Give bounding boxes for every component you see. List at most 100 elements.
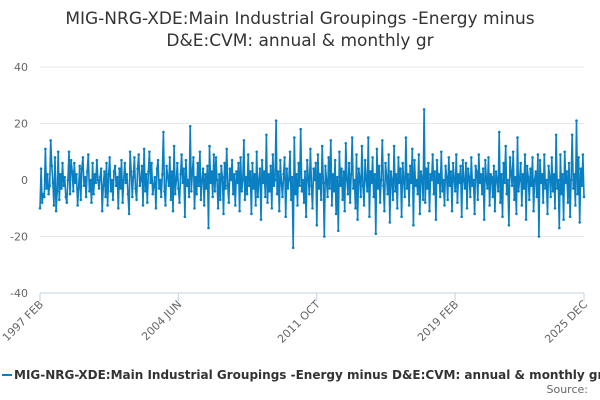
data-point xyxy=(333,158,337,162)
data-point xyxy=(450,209,454,213)
data-point xyxy=(381,139,384,142)
data-point xyxy=(364,178,368,182)
data-point xyxy=(515,212,518,216)
data-point xyxy=(137,153,140,156)
data-point xyxy=(100,209,104,213)
data-point xyxy=(420,175,424,179)
data-point xyxy=(459,164,462,168)
data-point xyxy=(175,178,178,182)
data-point xyxy=(533,178,536,182)
data-point xyxy=(331,173,335,176)
data-point xyxy=(474,164,477,168)
data-point xyxy=(460,215,464,218)
data-point xyxy=(246,153,250,156)
data-point xyxy=(270,207,274,210)
data-point xyxy=(334,212,338,216)
data-point xyxy=(544,187,547,190)
data-point xyxy=(372,195,376,199)
data-point xyxy=(93,173,96,176)
data-point xyxy=(210,170,213,173)
data-point xyxy=(346,192,350,196)
data-point xyxy=(435,158,439,162)
data-point xyxy=(500,173,503,176)
data-point xyxy=(287,178,291,182)
data-point xyxy=(39,167,43,170)
data-point xyxy=(486,187,489,190)
data-point xyxy=(357,167,361,170)
data-point xyxy=(312,167,315,170)
data-point xyxy=(94,181,98,185)
data-point xyxy=(325,178,328,182)
data-point xyxy=(580,184,584,187)
chart-title-line-2: D&E:CVM: annual & monthly gr xyxy=(166,31,434,51)
data-point xyxy=(316,153,320,156)
data-point xyxy=(335,175,339,179)
data-point xyxy=(46,173,49,176)
data-point xyxy=(473,212,476,216)
data-point xyxy=(513,198,516,202)
data-point xyxy=(432,192,436,196)
y-tick-label: -40 xyxy=(10,287,28,300)
data-point xyxy=(400,215,403,218)
data-point xyxy=(320,144,324,148)
data-point xyxy=(203,173,207,176)
data-point xyxy=(463,187,467,190)
data-point xyxy=(236,181,239,185)
data-point xyxy=(89,178,92,182)
legend-swatch xyxy=(2,374,12,376)
data-point xyxy=(105,161,108,165)
data-point xyxy=(384,161,387,165)
data-point xyxy=(265,133,268,137)
data-point xyxy=(272,184,276,187)
data-point xyxy=(438,195,442,199)
data-point xyxy=(154,207,158,210)
data-point xyxy=(445,175,449,179)
data-point xyxy=(531,156,534,159)
data-point xyxy=(88,190,91,193)
data-point xyxy=(261,181,265,185)
data-point xyxy=(530,184,533,187)
data-point xyxy=(467,175,471,179)
data-point xyxy=(266,201,269,204)
data-point xyxy=(507,223,511,227)
data-point xyxy=(451,161,455,165)
y-axis-ticks: 40 20 0 -20 -40 xyxy=(10,61,28,300)
data-point xyxy=(457,173,460,176)
data-point xyxy=(490,175,494,179)
data-point xyxy=(476,198,480,202)
data-point xyxy=(402,178,406,182)
data-point xyxy=(286,187,290,190)
data-point xyxy=(184,158,188,162)
data-point xyxy=(505,192,509,196)
data-point xyxy=(491,195,495,199)
data-point xyxy=(144,173,148,176)
data-point xyxy=(411,147,414,151)
data-point xyxy=(376,187,380,190)
data-point xyxy=(570,133,574,137)
data-point xyxy=(156,158,160,162)
data-point xyxy=(127,212,131,216)
data-point xyxy=(428,209,431,213)
data-point xyxy=(119,187,122,190)
data-point xyxy=(387,153,391,156)
data-point xyxy=(188,125,192,128)
data-point xyxy=(147,170,150,173)
data-point xyxy=(243,198,247,202)
data-point xyxy=(393,190,397,193)
data-point xyxy=(549,195,552,199)
data-point xyxy=(347,161,351,165)
data-point xyxy=(484,158,487,162)
data-point xyxy=(354,207,357,210)
data-point xyxy=(271,153,275,156)
data-point xyxy=(572,187,575,190)
data-point xyxy=(532,209,535,213)
data-point xyxy=(297,161,300,165)
data-point xyxy=(129,170,133,173)
data-point xyxy=(158,178,162,182)
data-point xyxy=(75,173,78,176)
data-point xyxy=(543,153,546,156)
data-point xyxy=(182,167,186,170)
data-point xyxy=(73,161,76,165)
data-point xyxy=(480,192,484,196)
data-point xyxy=(471,184,474,187)
